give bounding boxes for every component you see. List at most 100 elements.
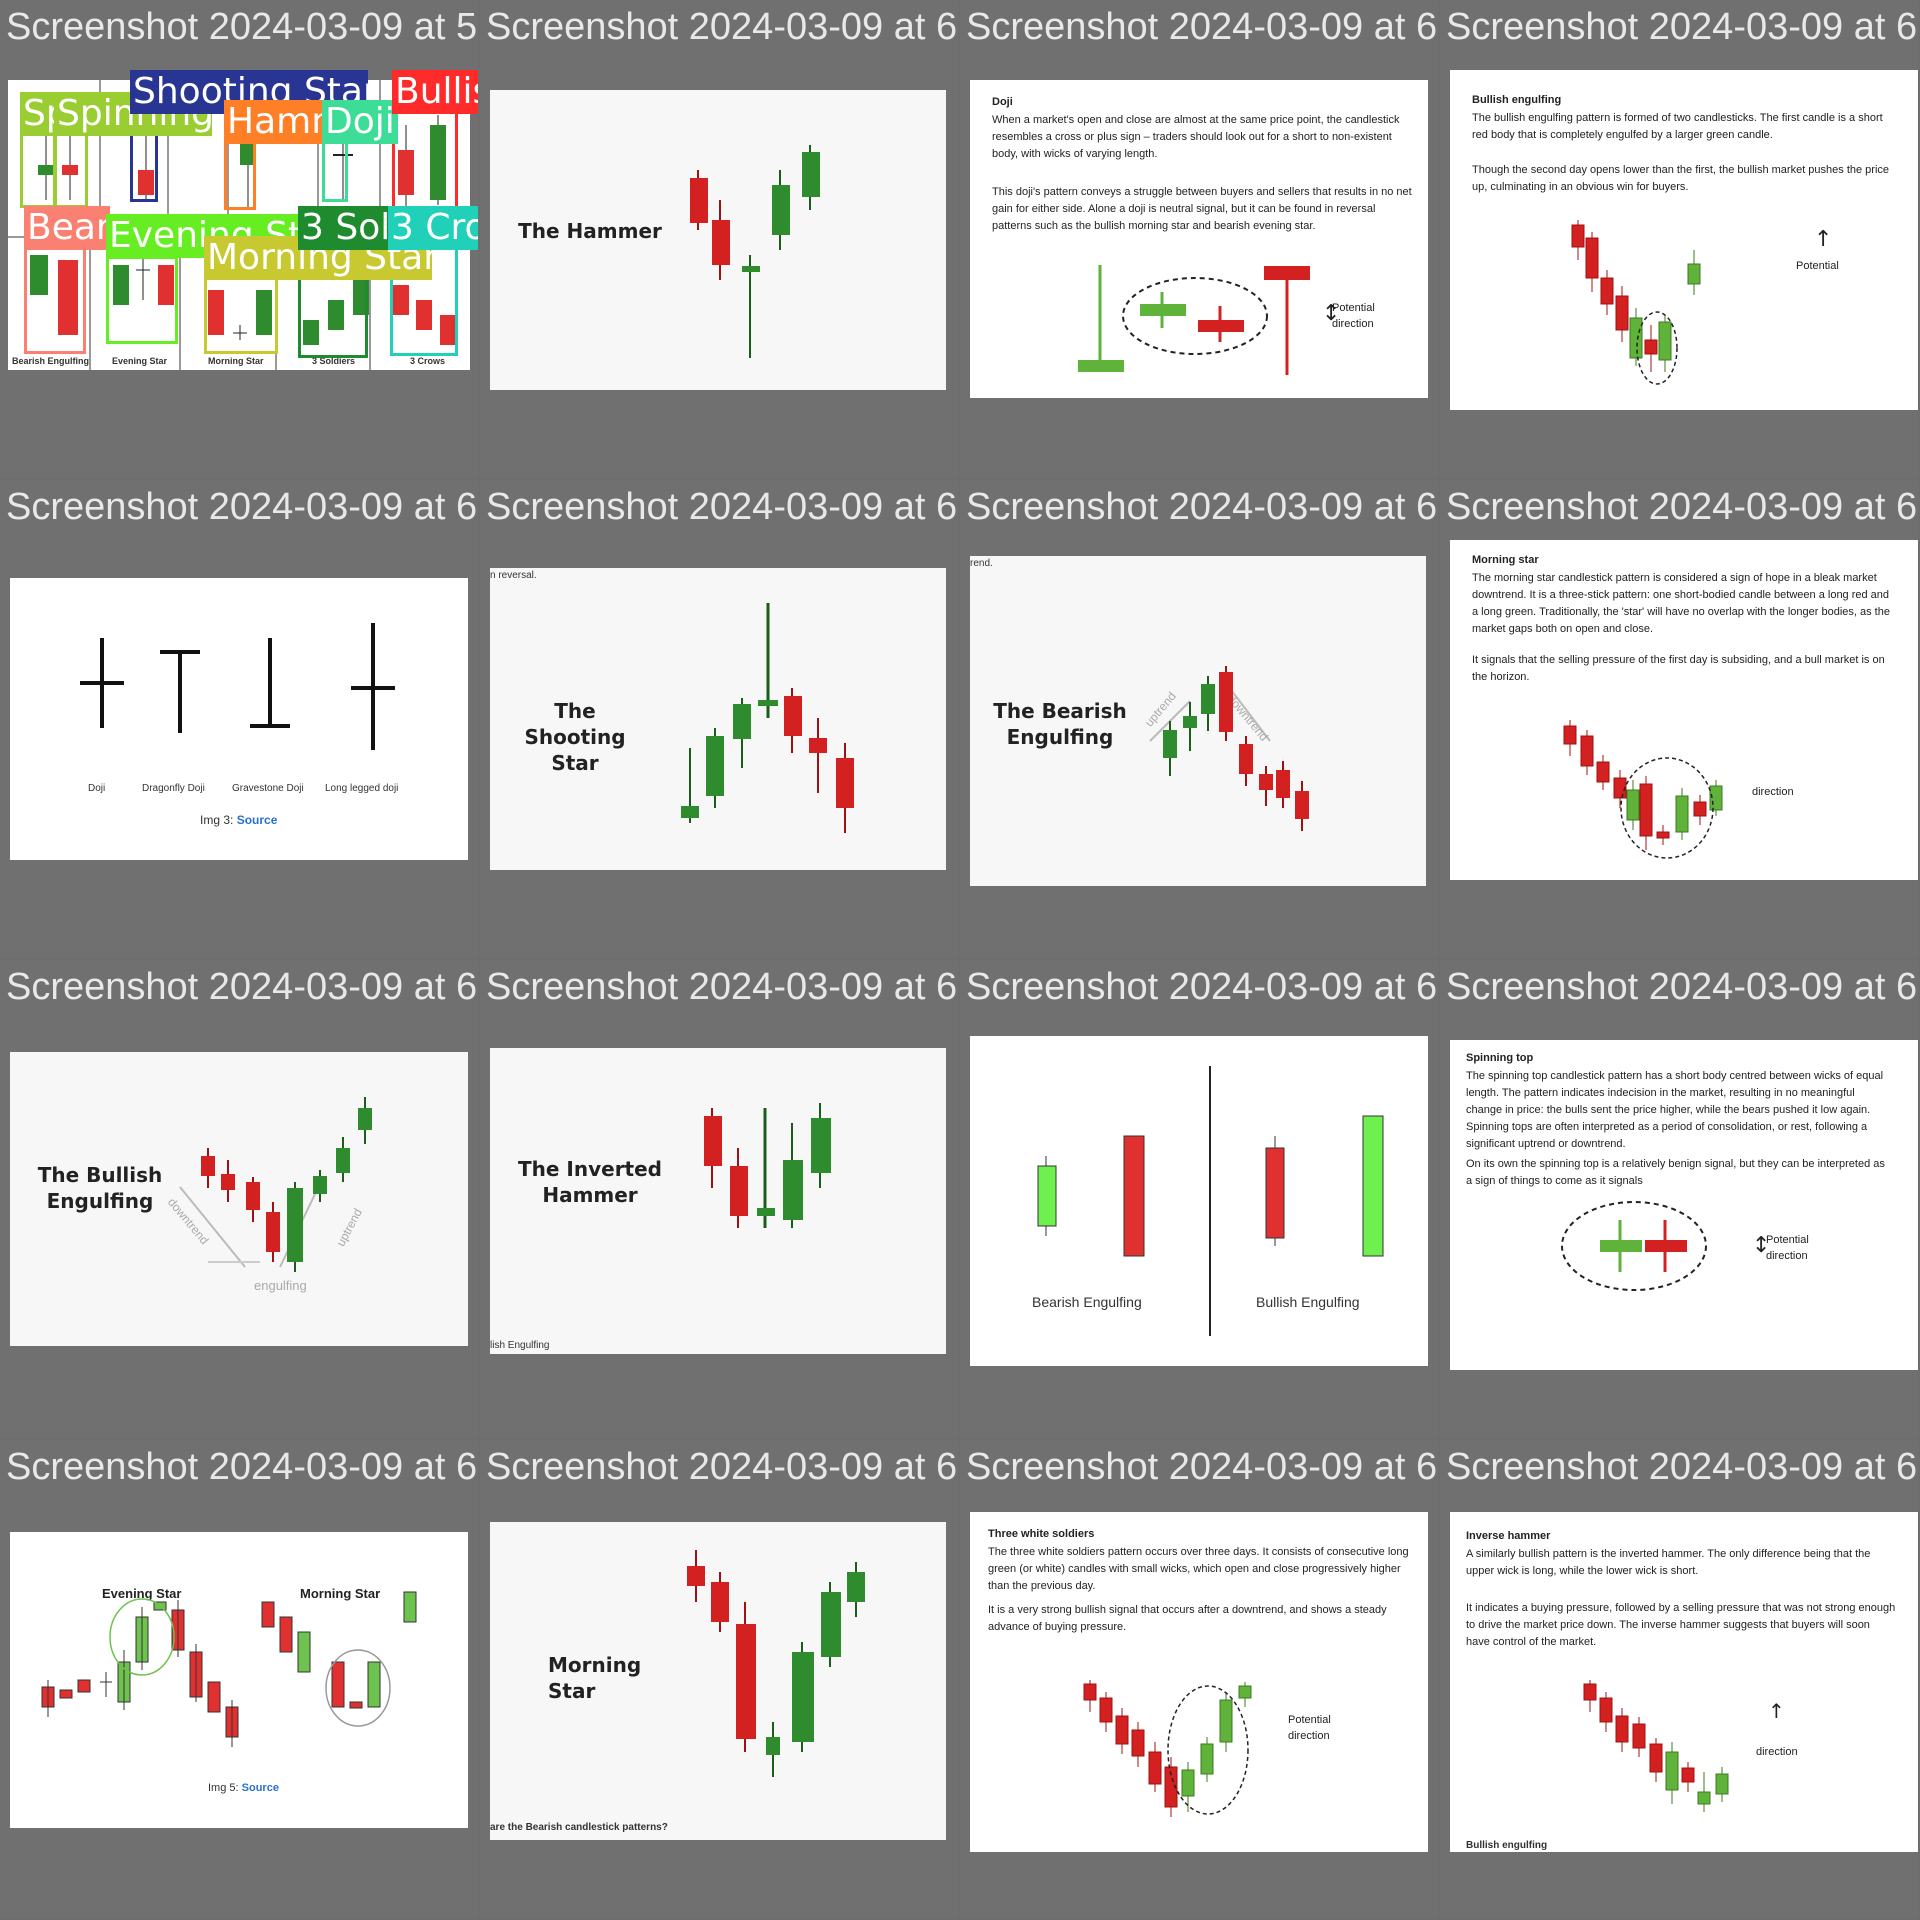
morning-star-chart (687, 1550, 865, 1777)
heading-morning-star: Morning Star (300, 1586, 381, 1601)
screenshot-content: The Hammer (490, 90, 946, 390)
tile-2[interactable]: Doji When a market's open and close are … (960, 0, 1438, 478)
img-caption-text: Img 3: (200, 813, 234, 827)
three-soldiers-chart (1083, 1680, 1252, 1817)
caption-bearish-engulfing: Bearish Engulfing (12, 356, 90, 366)
screenshot-content: Doji Dragonfly Doji Gravestone Doji Long… (10, 578, 468, 860)
label-bearish-engulfing: Bearish Engulfing (24, 206, 110, 250)
tile-title: Screenshot 2024-03-09 at 6.00.53 PM.png (486, 6, 958, 48)
heading: Morning Star (548, 1653, 642, 1703)
svg-text:↕: ↕ (1322, 301, 1340, 326)
svg-text:uptrend: uptrend (1142, 689, 1179, 729)
heading: The Inverted Hammer (518, 1157, 662, 1207)
heading: The Bearish Engulfing (993, 699, 1127, 749)
caption-long-legged-doji: Long legged doji (325, 783, 399, 794)
img-caption: Img 3: Source (200, 813, 277, 827)
tile-1[interactable]: The Hammer Hammer Pattern Hammer Screens… (480, 0, 958, 478)
svg-text:uptrend: uptrend (333, 1206, 364, 1249)
hammer-chart (690, 145, 820, 358)
img-caption: Img 5: Source (208, 1782, 279, 1794)
tile-0[interactable]: Bearish Engulfing Evening Star Morning S… (0, 0, 478, 478)
label-hammer: Hammer (224, 100, 330, 144)
bbox-bullish-engulfing (392, 100, 458, 212)
tile-6[interactable]: rend. The Bearish Engulfing uptrend down… (960, 480, 1438, 958)
caption-3-crows: 3 Crows (410, 356, 446, 366)
paragraph-2: On its own the spinning top is a relativ… (1466, 1158, 1885, 1188)
tile-title: Screenshot 2024-03-09 at 6.08.23 PM.png (6, 1446, 478, 1488)
tile-14[interactable]: Three white soldiers The three white sol… (960, 1440, 1438, 1918)
tile-title: Screenshot 2024-03-09 at 6.08.03 PM.png (1446, 6, 1918, 48)
screenshot-content: Bearish Engulfing Bullish Engulfing (970, 1036, 1428, 1366)
tile-title: Screenshot 2024-03-09 at 6.01.44 PM.png (966, 486, 1438, 528)
paragraph-1: When a market's open and close are almos… (992, 114, 1400, 161)
inverted-hammer-chart (704, 1103, 831, 1228)
tile-title: Screenshot 2024-03-09 at 6.03.21 PM.png (1446, 966, 1918, 1008)
tile-title: Screenshot 2024-03-09 at 6.05.49 PM.png (6, 966, 478, 1008)
tile-title: Screenshot 2024-03-09 at 6.04.41 PM.png (1446, 1446, 1918, 1488)
tile-8[interactable]: The Bullish Engulfing downtrend uptrend … (0, 960, 478, 1438)
caption-evening-star: Evening Star (112, 356, 168, 366)
tile-5[interactable]: n reversal. The Shooting Star Shooting S… (480, 480, 958, 958)
tile-9[interactable]: The Inverted Hammer lish Engulfing Red H… (480, 960, 958, 1438)
bearish-engulfing-chart: uptrend downtrend (1142, 666, 1309, 831)
caption-bullish-engulfing: Bullish Engulfing (1256, 1294, 1360, 1310)
doji-chart: ↕ (1078, 265, 1340, 375)
tile-15[interactable]: Inverse hammer A similarly bullish patte… (1440, 1440, 1918, 1918)
tile-12[interactable]: Evening Star Morning Star (0, 1440, 478, 1918)
bottom-snippet: Bullish engulfing (1466, 1840, 1548, 1851)
tile-title: Screenshot 2024-03-09 at 6.08.23 PM.png (486, 966, 958, 1008)
top-snippet: rend. (970, 558, 993, 569)
caption-3-soldiers: 3 Soldiers (312, 356, 356, 366)
heading: Inverse hammer (1466, 1530, 1551, 1542)
screenshot-content: The Bullish Engulfing downtrend uptrend … (10, 1052, 468, 1346)
tile-13[interactable]: Morning Star are the Bearish candlestick… (480, 1440, 958, 1918)
tile-title: Screenshot 2024-03-09 at 6.01.02 PM.png (1446, 486, 1918, 528)
svg-text:↑: ↑ (1768, 1699, 1785, 1723)
paragraph-1: The morning star candlestick pattern is … (1472, 572, 1890, 636)
tile-title: Screenshot 2024-03-09 at 6.04.41 PM.png (966, 6, 1438, 48)
caption-bearish-engulfing: Bearish Engulfing (1032, 1294, 1142, 1310)
screenshot-content: n reversal. The Shooting Star (490, 568, 946, 870)
heading: Morning star (1472, 554, 1539, 566)
direction-label: direction (1288, 1730, 1330, 1742)
svg-text:↕: ↕ (1752, 1233, 1770, 1258)
tile-title: Screenshot 2024-03-09 at 6.03.21 PM.png (966, 1446, 1438, 1488)
paragraph-2: This doji's pattern conveys a struggle b… (992, 186, 1412, 233)
potential-label: Potential (1288, 1714, 1331, 1726)
shooting-star-chart (681, 603, 854, 833)
star-patterns-chart (41, 1591, 417, 1747)
tile-title: Screenshot 2024-03-09 at 6.02.10 PM.png (486, 486, 958, 528)
bottom-snippet: are the Bearish candlestick patterns? (490, 1822, 668, 1833)
morning-star-chart (1563, 720, 1723, 859)
screenshot-content: Inverse hammer A similarly bullish patte… (1450, 1512, 1918, 1852)
img-caption-text: Img 5: (208, 1782, 239, 1794)
direction-label: direction (1332, 318, 1374, 330)
potential-label: Potential (1796, 260, 1839, 272)
tile-11[interactable]: Spinning top The spinning top candlestic… (1440, 960, 1918, 1438)
tile-3[interactable]: Bullish engulfing The bullish engulfing … (1440, 0, 1918, 478)
heading: The Shooting Star (524, 699, 626, 775)
screenshot-content: Evening Star Morning Star (10, 1532, 468, 1828)
paragraph-2: It signals that the selling pressure of … (1472, 654, 1885, 684)
caption-gravestone-doji: Gravestone Doji (232, 783, 304, 794)
paragraph-1: A similarly bullish pattern is the inver… (1466, 1548, 1871, 1578)
tile-10[interactable]: Bearish Engulfing Bullish Engulfing Bear… (960, 960, 1438, 1438)
heading: The Hammer (518, 219, 662, 243)
heading: Doji (992, 96, 1013, 108)
caption-morning-star: Morning Star (208, 356, 264, 366)
heading: The Bullish Engulfing (37, 1163, 163, 1213)
tile-4[interactable]: Doji Dragonfly Doji Gravestone Doji Long… (0, 480, 478, 958)
engulfing-label: engulfing (254, 1278, 307, 1293)
direction-label: direction (1752, 786, 1794, 798)
paragraph-1: The spinning top candlestick pattern has… (1466, 1070, 1884, 1151)
bullish-engulfing-chart: ↑ (1571, 220, 1832, 385)
label-bullish-engulfing: Bullish Engulfing (392, 70, 478, 114)
screenshot-content: Morning Star are the Bearish candlestick… (490, 1522, 946, 1840)
top-snippet: n reversal. (490, 570, 537, 581)
heading: Three white soldiers (988, 1528, 1095, 1540)
bbox-bearish-engulfing (24, 246, 86, 354)
source-link[interactable]: Source (241, 1782, 279, 1794)
source-link[interactable]: Source (236, 813, 278, 827)
tile-7[interactable]: Morning star The morning star candlestic… (1440, 480, 1918, 958)
